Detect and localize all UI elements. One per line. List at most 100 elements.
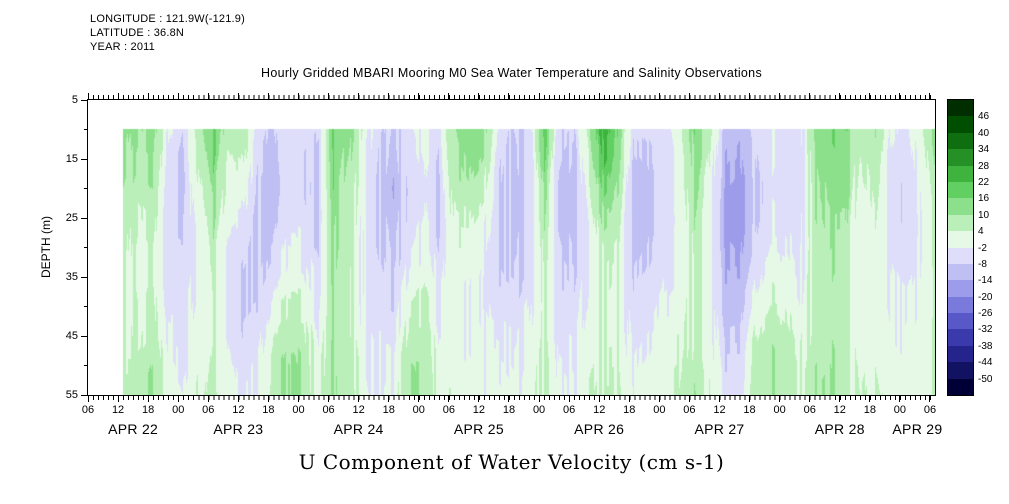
plot-frame (87, 99, 936, 396)
x-major-tick-bottom (117, 395, 119, 402)
colorbar-tick-label: 28 (978, 160, 990, 172)
x-major-tick-top (718, 93, 720, 100)
colorbar-block (948, 132, 973, 150)
x-tick-label: 18 (382, 404, 395, 416)
y-major-tick (81, 335, 88, 337)
x-major-tick-bottom (899, 395, 901, 402)
x-tick-label: 12 (713, 404, 726, 416)
x-major-tick-top (568, 93, 570, 100)
x-date-label: APR 27 (694, 421, 745, 437)
x-major-tick-top (658, 93, 660, 100)
x-major-tick-bottom (418, 395, 420, 402)
x-tick-label: 00 (653, 404, 666, 416)
x-major-tick-top (147, 93, 149, 100)
heatmap-canvas (88, 100, 935, 395)
colorbar-block (948, 165, 973, 183)
colorbar-tick-label: 40 (978, 127, 990, 139)
x-major-tick-bottom (718, 395, 720, 402)
x-major-tick-top (779, 93, 781, 100)
x-tick-label: 18 (743, 404, 756, 416)
y-tick-label: 5 (71, 94, 78, 106)
colorbar-block (948, 345, 973, 363)
x-major-tick-top (899, 93, 901, 100)
colorbar-tick-label: -8 (978, 258, 987, 270)
colorbar-tick-label: -26 (978, 308, 993, 320)
colorbar-tick-label: 46 (978, 111, 990, 123)
x-major-tick-top (267, 93, 269, 100)
x-tick-label: 12 (472, 404, 486, 416)
x-major-tick-bottom (237, 395, 239, 402)
colorbar-block (948, 116, 973, 134)
y-major-tick (81, 158, 88, 160)
colorbar-tick-label: -32 (978, 324, 993, 336)
x-major-tick-top (87, 93, 89, 100)
x-major-tick-top (388, 93, 390, 100)
colorbar-tick-label: 34 (978, 144, 990, 156)
x-axis-bottom-minor-ticks (88, 396, 935, 400)
colorbar-block (948, 313, 973, 330)
meta-year: YEAR : 2011 (90, 41, 155, 53)
x-date-label: APR 28 (814, 421, 865, 437)
y-tick-label: 15 (65, 153, 78, 165)
colorbar-block (948, 280, 973, 298)
x-major-tick-bottom (388, 395, 390, 402)
x-major-tick-top (929, 93, 931, 100)
x-major-tick-bottom (929, 395, 931, 402)
colorbar-tick-label: -14 (978, 275, 993, 287)
x-major-tick-bottom (297, 395, 299, 402)
y-axis-label: DEPTH (m) (39, 216, 53, 278)
y-minor-tick (84, 188, 88, 189)
colorbar-tick-label: 4 (978, 226, 984, 238)
x-major-tick-bottom (869, 395, 871, 402)
colorbar-block (948, 231, 973, 248)
x-major-tick-top (177, 93, 179, 100)
x-date-label: APR 26 (574, 421, 625, 437)
x-date-label: APR 23 (213, 421, 264, 437)
x-major-tick-top (117, 93, 119, 100)
x-major-tick-bottom (779, 395, 781, 402)
colorbar-block (948, 329, 973, 347)
x-major-tick-bottom (658, 395, 660, 402)
colorbar-tick-label: -2 (978, 242, 987, 254)
colorbar-block (948, 149, 973, 167)
colorbar-tick-label: 10 (978, 209, 990, 221)
colorbar-tick-label: -20 (978, 291, 993, 303)
x-tick-label: 06 (803, 404, 816, 416)
x-tick-label: 06 (563, 404, 576, 416)
x-major-tick-bottom (448, 395, 450, 402)
x-major-tick-bottom (809, 395, 811, 402)
x-major-tick-top (237, 93, 239, 100)
chart-title: Hourly Gridded MBARI Mooring M0 Sea Wate… (261, 66, 762, 80)
x-major-tick-top (809, 93, 811, 100)
x-major-tick-bottom (688, 395, 690, 402)
x-major-tick-top (598, 93, 600, 100)
colorbar-block (948, 362, 973, 380)
x-major-tick-bottom (267, 395, 269, 402)
x-date-label: APR 22 (108, 421, 159, 437)
y-major-tick (81, 99, 88, 101)
x-major-tick-top (328, 93, 330, 100)
x-major-tick-bottom (568, 395, 570, 402)
colorbar-block (948, 181, 973, 199)
x-date-label: APR 25 (453, 421, 504, 437)
x-tick-label: 12 (232, 404, 245, 416)
colorbar-tick-label: -38 (978, 340, 993, 352)
x-date-label: APR 24 (333, 421, 384, 437)
x-tick-label: 00 (532, 404, 546, 416)
x-tick-label: 18 (262, 404, 275, 416)
y-major-tick (81, 394, 88, 396)
x-major-tick-bottom (358, 395, 360, 402)
colorbar-tick-label: 16 (978, 193, 990, 205)
x-major-tick-top (448, 93, 450, 100)
x-major-tick-bottom (508, 395, 510, 402)
meta-longitude: LONGITUDE : 121.9W(-121.9) (90, 13, 245, 25)
x-tick-label: 18 (142, 404, 155, 416)
y-tick-label: 35 (65, 271, 78, 283)
colorbar-block (948, 247, 973, 265)
x-major-tick-bottom (839, 395, 841, 402)
x-major-tick-top (749, 93, 751, 100)
y-major-tick (81, 276, 88, 278)
x-axis-title: U Component of Water Velocity (cm s-1) (298, 450, 725, 474)
colorbar-tick-label: -50 (978, 373, 993, 385)
